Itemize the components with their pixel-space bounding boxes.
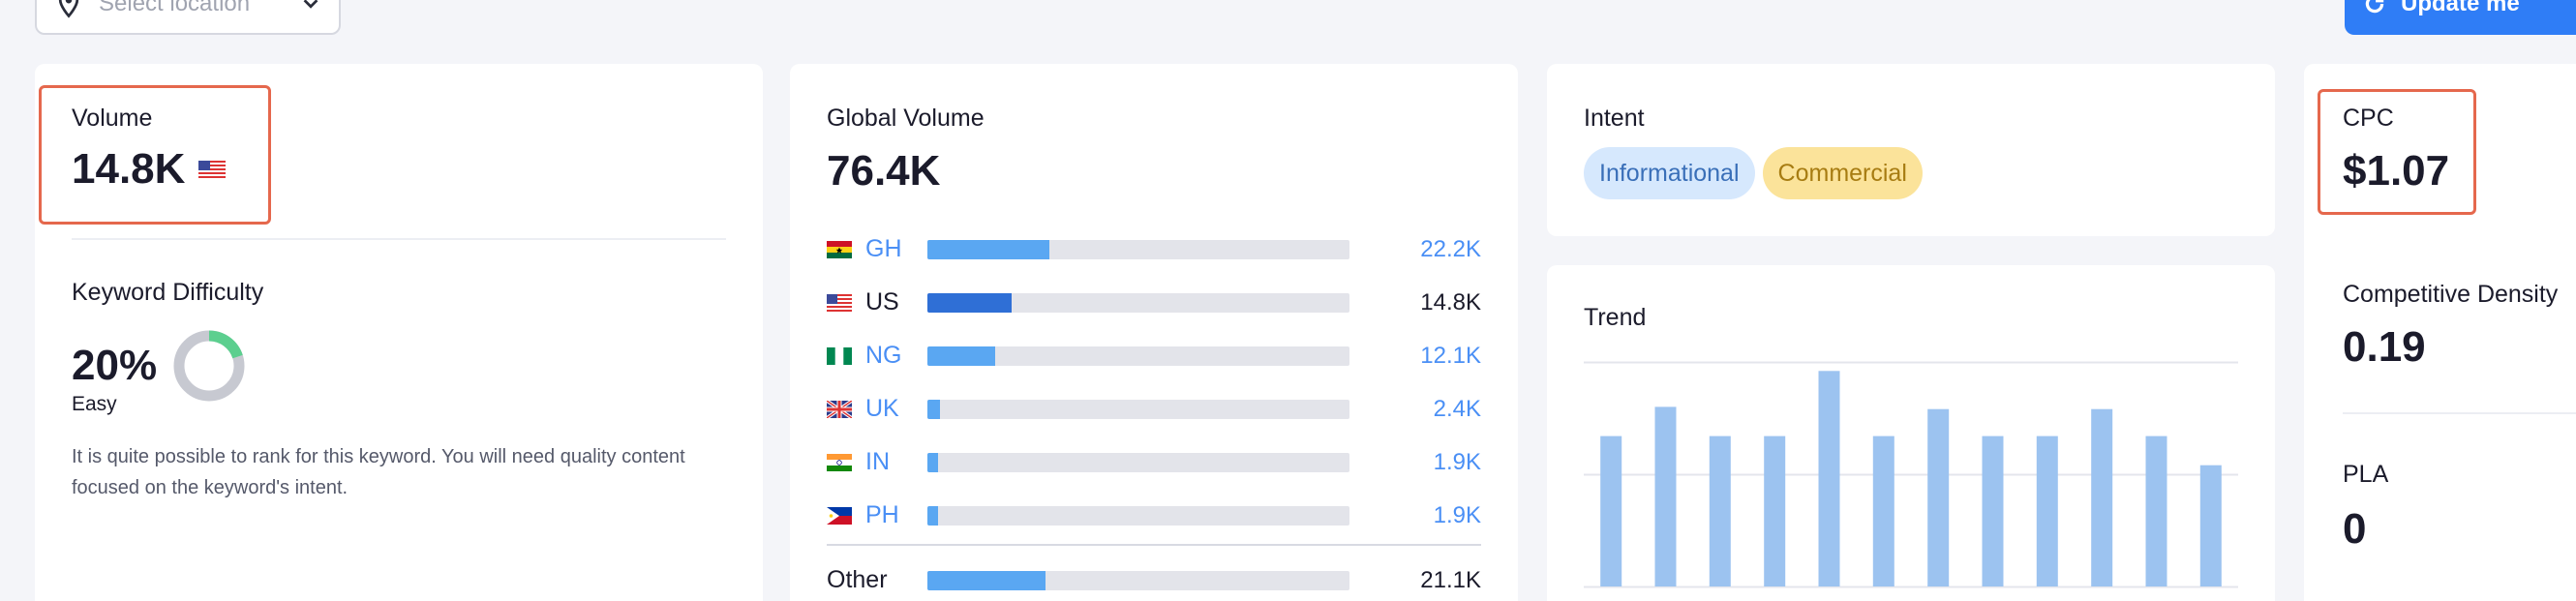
intent-card: Intent Informational Commercial — [1547, 64, 2275, 236]
trend-label: Trend — [1584, 304, 1647, 331]
volume-bar-fill — [927, 570, 1046, 590]
chevron-down-icon — [300, 0, 321, 15]
global-volume-card: Global Volume 76.4K GH 22.2K US 14.8K NG 12.1… — [790, 64, 1518, 601]
trend-card: Trend — [1547, 265, 2275, 601]
country-volume-value[interactable]: 1.9K — [1433, 501, 1481, 528]
divider — [827, 544, 1481, 546]
divider — [72, 238, 726, 240]
country-code[interactable]: US — [865, 288, 899, 316]
competitive-density-label: Competitive Density — [2343, 281, 2559, 308]
cpc-card: CPC $1.07 Competitive Density 0.19 PLA 0 — [2304, 64, 2576, 601]
volume-bar-fill — [927, 452, 938, 472]
country-code[interactable]: UK — [865, 395, 899, 422]
update-metrics-button[interactable]: Update me — [2345, 0, 2576, 35]
competitive-density-value: 0.19 — [2343, 323, 2426, 371]
pla-label: PLA — [2343, 461, 2389, 488]
trend-bar[interactable] — [2036, 436, 2058, 586]
volume-bar-track — [927, 452, 1349, 472]
flag-uk-icon — [827, 400, 852, 418]
volume-bar-track — [927, 292, 1349, 313]
volume-bar-fill — [927, 505, 938, 526]
country-row-in: IN 1.9K — [827, 436, 1481, 489]
cpc-highlight-box — [2318, 89, 2476, 215]
location-placeholder: Select location — [99, 0, 251, 16]
donut-fill — [173, 330, 245, 402]
location-select[interactable]: Select location — [35, 0, 341, 35]
trend-bar[interactable] — [1982, 436, 2004, 586]
intent-label: Intent — [1584, 105, 1645, 132]
pla-value: 0 — [2343, 505, 2367, 553]
cpc-value: $1.07 — [2343, 147, 2450, 195]
volume-bar-fill — [927, 346, 995, 366]
difficulty-level: Easy — [72, 393, 117, 415]
country-row-us: US 14.8K — [827, 276, 1481, 329]
trend-bar-chart — [1584, 361, 2238, 588]
country-volume-value: 14.8K — [1420, 288, 1481, 316]
trend-bar[interactable] — [1818, 371, 1840, 586]
intent-tag-informational: Informational — [1584, 147, 1755, 199]
trend-bar[interactable] — [1654, 406, 1677, 586]
trend-bar[interactable] — [1927, 408, 1950, 586]
country-code[interactable]: GH — [865, 235, 902, 262]
country-volume-list: GH 22.2K US 14.8K NG 12.1K UK 2.4K IN 1.9K PH 1.9K — [827, 223, 1481, 542]
flag-gh-icon — [827, 240, 852, 258]
flag-ng-icon — [827, 346, 852, 365]
refresh-icon — [2362, 0, 2387, 16]
volume-bar-track — [927, 570, 1349, 590]
country-code[interactable]: NG — [865, 342, 902, 369]
country-volume-value[interactable]: 22.2K — [1420, 235, 1481, 262]
country-row-other: Other 21.1K — [827, 554, 1481, 601]
country-row-ng: NG 12.1K — [827, 329, 1481, 382]
country-volume-value[interactable]: 2.4K — [1433, 395, 1481, 422]
volume-bar-fill — [927, 292, 1013, 313]
divider — [2343, 412, 2576, 414]
keyword-difficulty-label: Keyword Difficulty — [72, 279, 264, 306]
volume-bar-track — [927, 239, 1349, 259]
trend-bar[interactable] — [1764, 436, 1786, 586]
country-code[interactable]: IN — [865, 448, 890, 475]
country-volume-value[interactable]: 12.1K — [1420, 342, 1481, 369]
volume-highlight-box — [39, 85, 271, 225]
country-volume-value[interactable]: 1.9K — [1433, 448, 1481, 475]
volume-bar-fill — [927, 399, 941, 419]
location-pin-icon — [54, 0, 83, 18]
global-volume-value: 76.4K — [827, 147, 941, 195]
trend-bar[interactable] — [2091, 408, 2113, 586]
trend-bar[interactable] — [1872, 436, 1894, 586]
trend-bar[interactable] — [1600, 436, 1622, 586]
keyword-difficulty-value: 20% — [72, 342, 158, 389]
difficulty-description: It is quite possible to rank for this ke… — [72, 446, 685, 498]
other-value: 21.1K — [1420, 566, 1481, 593]
flag-us-icon — [827, 293, 852, 312]
country-row-ph: PH 1.9K — [827, 489, 1481, 542]
volume-bar-track — [927, 505, 1349, 526]
flag-in-icon — [827, 453, 852, 471]
trend-bar[interactable] — [2199, 465, 2222, 586]
global-volume-label: Global Volume — [827, 105, 985, 132]
volume-value: 14.8K — [72, 145, 186, 193]
volume-bar-track — [927, 399, 1349, 419]
update-metrics-label: Update me — [2401, 0, 2520, 16]
flag-us-icon — [198, 161, 227, 178]
country-row-gh: GH 22.2K — [827, 223, 1481, 276]
trend-bar[interactable] — [2145, 436, 2167, 586]
volume-card: Volume 14.8K Keyword Difficulty 20% Easy… — [35, 64, 763, 601]
country-code[interactable]: PH — [865, 501, 899, 528]
volume-label: Volume — [72, 105, 153, 132]
volume-bar-track — [927, 346, 1349, 366]
intent-tag-commercial: Commercial — [1762, 147, 1923, 199]
other-label: Other — [827, 566, 888, 593]
country-row-uk: UK 2.4K — [827, 382, 1481, 436]
volume-bar-fill — [927, 239, 1050, 259]
trend-bar[interactable] — [1709, 436, 1731, 586]
cpc-label: CPC — [2343, 105, 2394, 132]
flag-ph-icon — [827, 506, 852, 525]
difficulty-donut-chart — [173, 330, 245, 402]
